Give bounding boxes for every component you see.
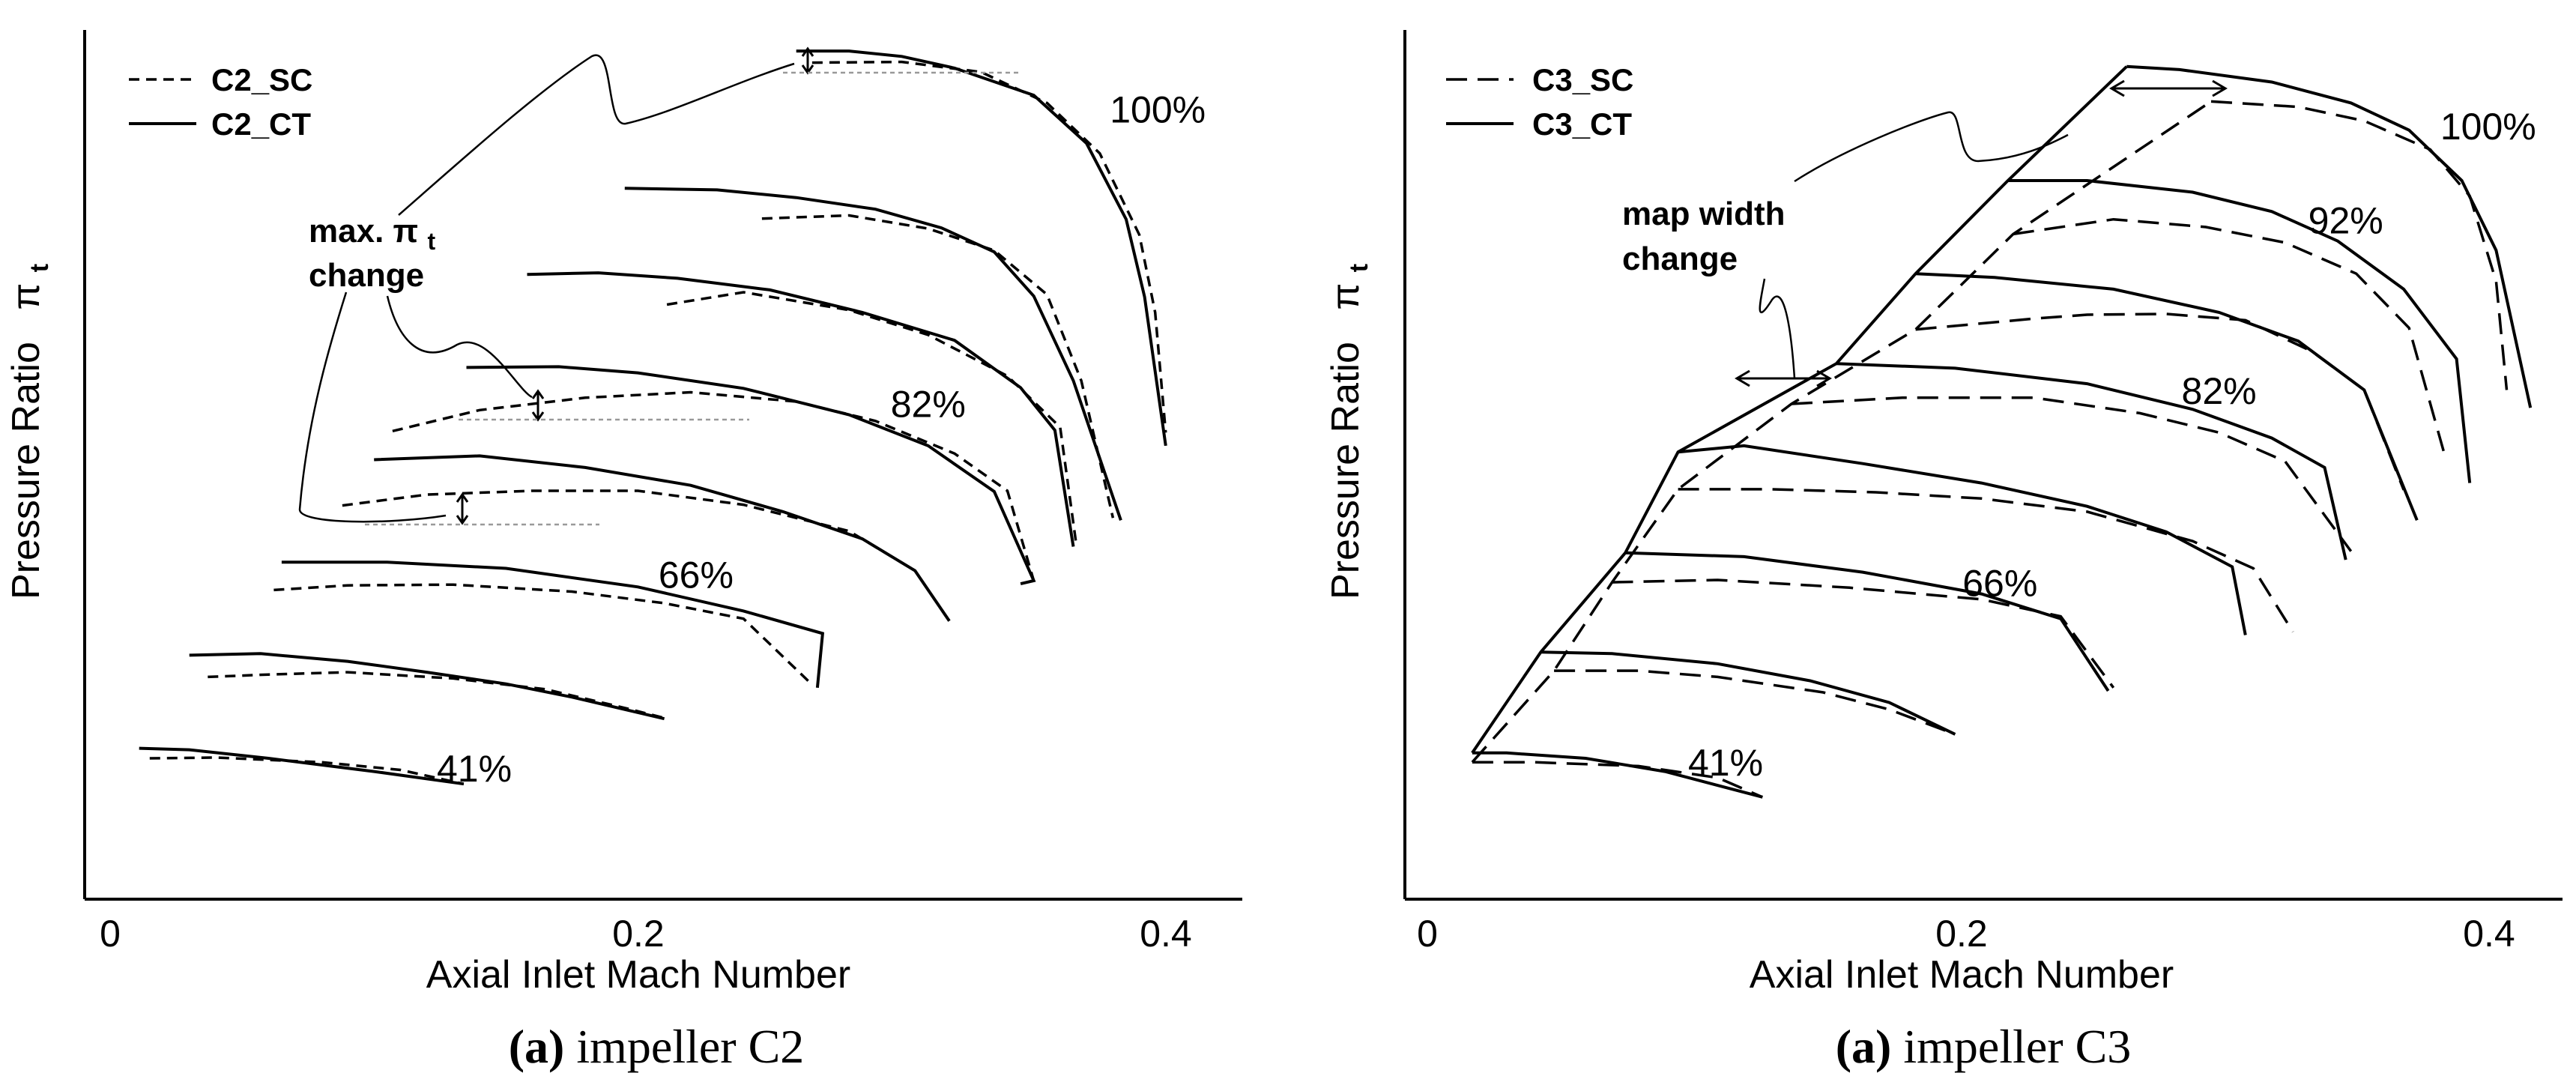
leader-line [386,295,533,399]
x-tick-label: 0.2 [1935,913,1988,955]
ct-speed-line-5 [527,271,1075,547]
leader-line [398,54,795,216]
legend: C3_SC C3_CT [1446,62,1633,142]
y-axis-title: Pressure Ratio π t [4,264,54,599]
y-axis-subscript: t [25,264,54,272]
sc-speed-line-1 [208,671,665,719]
annotation-map-width-change: map width change [1622,79,2228,387]
annotation-symbol: π [393,213,419,250]
delta-arrow [456,492,469,525]
x-tick-label: 0.2 [612,913,665,955]
caption-letter: (a) [509,1020,565,1073]
sc-speed-line-6 [2013,217,2448,460]
x-tick-label: 0.4 [2463,913,2515,955]
legend: C2_SC C2_CT [129,62,312,142]
speed-label: 100% [2440,106,2536,148]
sc-speed-line-3 [342,489,951,622]
ct-speed-line-0 [139,746,465,786]
speed-label: 100% [1110,88,1206,130]
sc-speed-line-3 [1678,488,2294,633]
speed-label: 92% [2309,199,2383,241]
annotation-text-line2: change [309,257,424,294]
annotation-subscript: t [427,228,435,255]
x-axis-title: Axial Inlet Mach Number [426,953,850,997]
map-width-arrow [2109,79,2228,97]
sc-speed-line-1 [1554,669,1956,736]
speed-label: 82% [2182,370,2257,412]
sc-speed-line-5 [1915,312,2405,491]
annotation-line2: change [1622,241,1738,277]
y-axis-symbol: π [1324,283,1367,310]
map-width-arrow [1735,369,1832,387]
annotation-text: max. π t [309,213,435,255]
x-axis-title: Axial Inlet Mach Number [1750,953,2174,997]
delta-arrow [801,46,814,75]
x-tick-label: 0 [1417,913,1438,955]
ct-speed-line-7 [796,49,1167,447]
x-tick-label: 0 [100,913,121,955]
speed-label: 41% [1688,742,1763,784]
legend-label: C3_CT [1532,106,1632,142]
annotation-line1: max. [309,213,393,250]
annotation-line1: map width [1622,196,1786,232]
delta-arrow [531,389,545,422]
chart-panel-c3: 0 0.2 0.4 Axial Inlet Mach Number Pressu… [1324,30,2563,1073]
sc-speed-line-5 [666,291,1077,543]
ct-speed-line-3 [1678,444,2247,635]
ct-speed-line-4 [1836,362,2347,560]
caption-body: impeller C3 [1903,1020,2131,1073]
speed-labels: 100% 92% 82% 66% 41% [1688,106,2536,784]
sc-speed-line-2 [273,583,814,686]
speed-lines [139,49,1167,786]
y-axis-title-text: Pressure Ratio [4,342,48,599]
sc-speed-line-7 [2210,100,2509,390]
y-axis-title: Pressure Ratio π t [1324,264,1373,599]
caption-letter: (a) [1836,1020,1892,1073]
speed-label: 41% [437,748,512,790]
sc-surge-line [1471,100,2212,764]
legend-label: C3_SC [1532,62,1633,97]
caption-c3: (a) impeller C3 [1836,1020,2132,1073]
ct-speed-line-2 [1625,551,2110,692]
legend-label: C2_SC [211,62,312,97]
sc-speed-line-0 [1472,761,1763,799]
ct-speed-line-2 [281,560,825,688]
sc-speed-line-2 [1612,578,2115,689]
speed-label: 66% [1962,563,2037,605]
speed-labels: 100% 82% 66% 41% [437,88,1206,790]
sc-speed-line-0 [149,756,465,785]
annotation-max-pt-change: max. π t change [298,46,1019,526]
y-axis-symbol: π [4,283,48,310]
leader-line [1794,111,2069,183]
speed-label: 82% [891,384,966,426]
leader-line [1759,278,1796,379]
x-tick-label: 0.4 [1140,913,1192,955]
ct-speed-line-1 [1541,650,1956,736]
ct-speed-line-1 [189,652,665,721]
y-axis-title-text: Pressure Ratio [1324,342,1367,599]
ct-surge-line [1471,65,2128,754]
chart-panel-c2: 0 0.2 0.4 Axial Inlet Mach Number Pressu… [4,30,1242,1073]
caption-c2: (a) impeller C2 [509,1020,805,1073]
speed-lines [1471,64,2533,799]
caption-body: impeller C2 [576,1020,804,1073]
ct-speed-line-4 [466,365,1036,586]
ct-speed-line-7 [2126,64,2533,408]
ct-speed-line-5 [1915,272,2419,522]
ct-speed-line-0 [1472,751,1763,799]
y-axis-subscript: t [1345,264,1373,272]
sc-speed-line-6 [761,214,1115,519]
sc-speed-line-7 [811,60,1167,433]
sc-speed-line-4 [1791,396,2353,552]
sc-speed-line-4 [392,390,1035,581]
speed-label: 66% [659,554,734,596]
leader-line [298,291,447,523]
ct-speed-line-6 [2007,179,2472,483]
ct-speed-line-6 [624,187,1122,521]
legend-label: C2_CT [211,106,311,142]
